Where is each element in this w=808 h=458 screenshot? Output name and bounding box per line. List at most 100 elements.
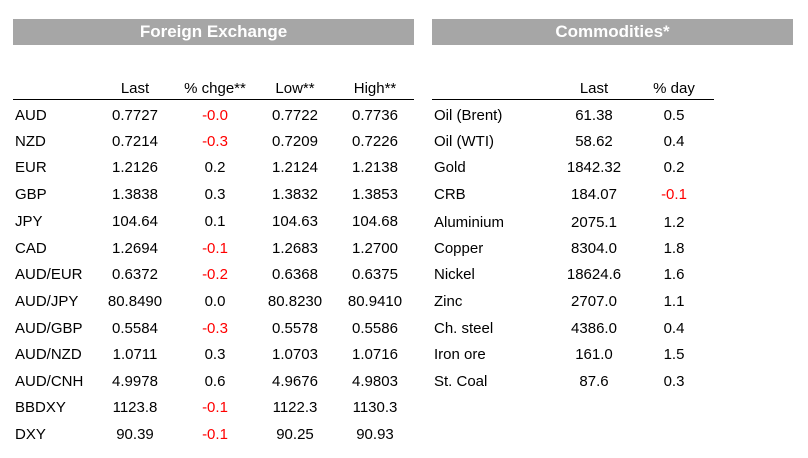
fx-pair-name: CAD — [15, 240, 47, 257]
fx-last-value: 90.39 — [116, 426, 154, 443]
fx-change-value: 0.0 — [204, 293, 226, 310]
fx-pair-name: DXY — [15, 426, 46, 443]
commodity-day-change: 0.5 — [663, 107, 685, 124]
fx-high-value: 80.9410 — [347, 293, 403, 310]
fx-panel-title: Foreign Exchange — [13, 19, 414, 45]
fx-high-value: 0.6375 — [352, 266, 398, 283]
fx-col-low: Low** — [275, 80, 315, 97]
commodity-name: Copper — [434, 240, 484, 257]
fx-col-last: Last — [120, 80, 150, 97]
commodity-day-change: 1.6 — [663, 266, 685, 283]
fx-high-value: 0.7226 — [352, 133, 398, 150]
fx-low-value: 1.3832 — [272, 186, 318, 203]
fx-last-value: 1.2694 — [112, 240, 158, 257]
commodities-col-last: Last — [579, 80, 609, 97]
fx-low-value: 0.7209 — [272, 133, 318, 150]
fx-high-value: 0.5586 — [352, 320, 398, 337]
commodities-panel-title: Commodities* — [432, 19, 793, 45]
commodity-day-change: 0.4 — [663, 320, 685, 337]
fx-high-value: 1130.3 — [352, 399, 398, 416]
fx-change-value: 0.6 — [204, 373, 226, 390]
fx-pair-name: NZD — [15, 133, 46, 150]
fx-col-high: High** — [353, 80, 397, 97]
fx-last-value: 1123.8 — [112, 399, 158, 416]
fx-low-value: 4.9676 — [272, 373, 318, 390]
fx-change-value: -0.1 — [202, 426, 228, 443]
fx-change-value: 0.1 — [204, 213, 226, 230]
fx-last-value: 1.3838 — [112, 186, 158, 203]
commodity-name: Iron ore — [434, 346, 486, 363]
commodity-last-value: 161.0 — [575, 346, 613, 363]
commodity-day-change: 0.3 — [663, 373, 685, 390]
fx-low-value: 104.63 — [272, 213, 318, 230]
fx-last-value: 0.6372 — [112, 266, 158, 283]
fx-pair-name: AUD/GBP — [15, 320, 83, 337]
fx-low-value: 1.0703 — [272, 346, 318, 363]
commodity-day-change: -0.1 — [661, 186, 687, 203]
fx-last-value: 104.64 — [112, 213, 158, 230]
commodity-last-value: 2707.0 — [571, 293, 617, 310]
fx-low-value: 80.8230 — [267, 293, 323, 310]
commodity-name: Oil (WTI) — [434, 133, 494, 150]
fx-pair-name: AUD/NZD — [15, 346, 82, 363]
fx-pair-name: AUD/CNH — [15, 373, 84, 390]
commodity-name: Ch. steel — [434, 320, 494, 337]
fx-high-value: 4.9803 — [352, 373, 398, 390]
commodity-day-change: 1.8 — [663, 240, 685, 257]
fx-last-value: 1.0711 — [112, 346, 158, 363]
fx-pair-name: JPY — [15, 213, 43, 230]
commodity-day-change: 1.5 — [663, 346, 685, 363]
commodity-last-value: 18624.6 — [566, 266, 622, 283]
commodity-name: Oil (Brent) — [434, 107, 503, 124]
commodity-day-change: 0.2 — [663, 159, 685, 176]
commodity-name: Zinc — [434, 293, 463, 310]
fx-low-value: 1.2683 — [272, 240, 318, 257]
commodity-last-value: 8304.0 — [571, 240, 617, 257]
commodity-name: St. Coal — [434, 373, 488, 390]
fx-high-value: 104.68 — [352, 213, 398, 230]
fx-change-value: -0.3 — [202, 133, 228, 150]
fx-change-value: -0.3 — [202, 320, 228, 337]
commodity-name: Aluminium — [434, 214, 505, 231]
fx-high-value: 90.93 — [356, 426, 394, 443]
commodity-last-value: 1842.32 — [566, 159, 622, 176]
fx-last-value: 1.2126 — [112, 159, 158, 176]
fx-high-value: 1.2138 — [352, 159, 398, 176]
fx-high-value: 1.2700 — [352, 240, 398, 257]
fx-col-chge: % chge** — [184, 80, 246, 97]
fx-header-rule — [13, 99, 414, 100]
fx-last-value: 4.9978 — [112, 373, 158, 390]
fx-last-value: 80.8490 — [107, 293, 163, 310]
commodity-last-value: 184.07 — [571, 186, 617, 203]
commodity-day-change: 0.4 — [663, 133, 685, 150]
fx-change-value: -0.1 — [202, 399, 228, 416]
commodity-last-value: 4386.0 — [571, 320, 617, 337]
fx-high-value: 0.7736 — [352, 107, 398, 124]
fx-pair-name: AUD — [15, 107, 47, 124]
fx-change-value: -0.2 — [202, 266, 228, 283]
fx-pair-name: GBP — [15, 186, 47, 203]
fx-low-value: 90.25 — [276, 426, 314, 443]
commodity-last-value: 58.62 — [575, 133, 613, 150]
fx-pair-name: AUD/EUR — [15, 266, 83, 283]
fx-change-value: 0.3 — [204, 186, 226, 203]
fx-pair-name: BBDXY — [15, 399, 66, 416]
fx-high-value: 1.3853 — [352, 186, 398, 203]
fx-pair-name: AUD/JPY — [15, 293, 79, 310]
commodities-col-day: % day — [653, 80, 695, 97]
fx-high-value: 1.0716 — [352, 346, 398, 363]
commodity-day-change: 1.2 — [663, 214, 685, 231]
commodity-day-change: 1.1 — [663, 293, 685, 310]
fx-last-value: 0.7214 — [112, 133, 158, 150]
commodity-name: Nickel — [434, 266, 475, 283]
fx-change-value: -0.0 — [202, 107, 228, 124]
fx-change-value: -0.1 — [202, 240, 228, 257]
fx-last-value: 0.7727 — [112, 107, 158, 124]
fx-low-value: 1122.3 — [272, 399, 318, 416]
commodity-last-value: 2075.1 — [571, 214, 617, 231]
fx-low-value: 0.7722 — [272, 107, 318, 124]
fx-change-value: 0.2 — [204, 159, 226, 176]
commodity-last-value: 87.6 — [579, 373, 609, 390]
fx-last-value: 0.5584 — [112, 320, 158, 337]
commodities-header-rule — [432, 99, 714, 100]
